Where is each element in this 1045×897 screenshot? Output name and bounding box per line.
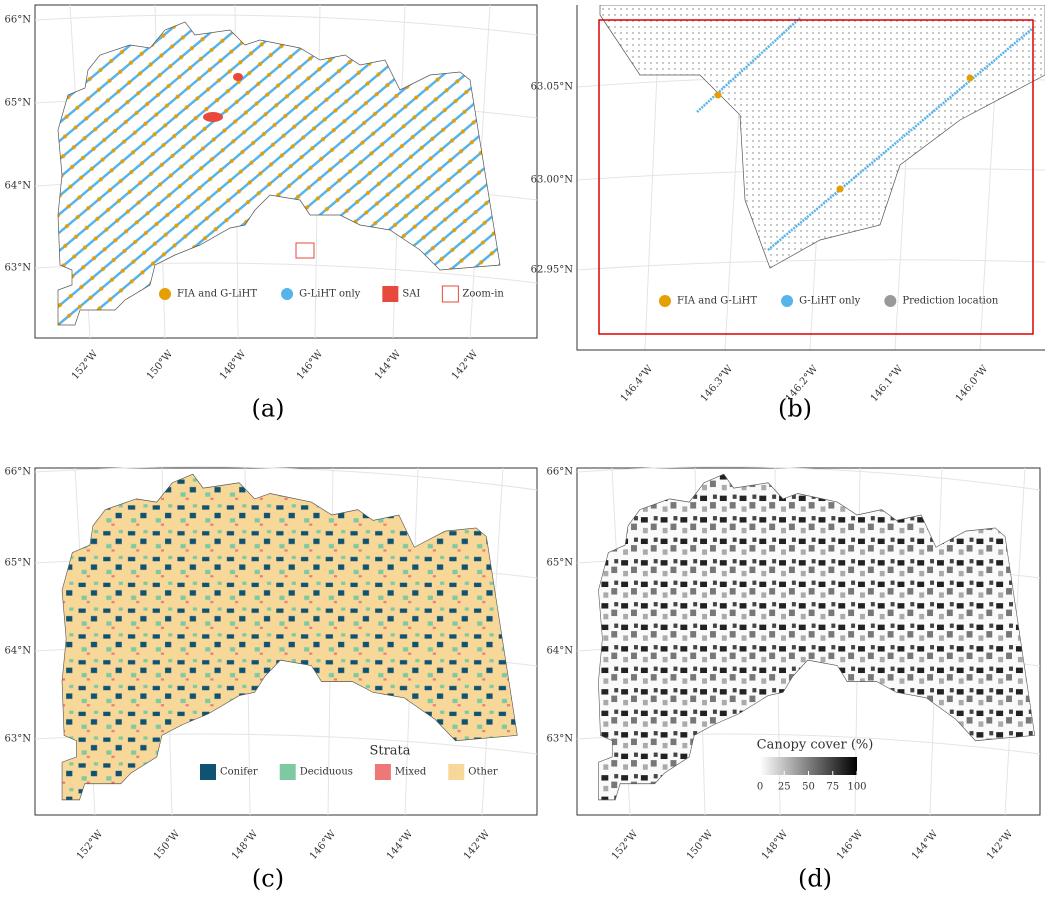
legend-key	[382, 286, 398, 302]
sai-area	[203, 112, 223, 122]
legend-key	[781, 295, 793, 307]
x-tick-label: 146.3°W	[699, 363, 736, 404]
x-tick-label: 152°W	[75, 828, 106, 862]
y-tick-label: 65°N	[5, 558, 32, 569]
legend-label: SAI	[402, 289, 420, 300]
legend-label: G-LiHT only	[799, 296, 861, 307]
caption: (d)	[798, 865, 832, 893]
plot	[967, 75, 974, 82]
y-tick-label: 64°N	[5, 646, 32, 657]
study-region	[62, 474, 517, 800]
x-tick-label: 146.0°W	[954, 363, 991, 404]
x-tick-label: 150°W	[685, 828, 716, 862]
colorbar-tick-label: 0	[757, 782, 763, 793]
colorbar-tick-label: 100	[847, 782, 866, 793]
y-tick-label: 65°N	[547, 558, 574, 569]
plot	[837, 186, 844, 193]
colorbar-tick-label: 25	[778, 782, 791, 793]
y-tick-label: 66°N	[547, 467, 574, 478]
x-tick-label: 142°W	[450, 348, 481, 382]
x-tick-label: 146°W	[835, 828, 866, 862]
y-tick-label: 64°N	[547, 646, 574, 657]
study-region	[58, 22, 500, 325]
study-region	[600, 5, 1045, 268]
legend-key	[375, 764, 391, 780]
y-tick-label: 63°N	[547, 734, 574, 745]
sai-area	[233, 73, 243, 81]
y-tick-label: 65°N	[5, 98, 32, 109]
plot	[715, 92, 722, 99]
colorbar-tick-label: 50	[802, 782, 815, 793]
y-tick-label: 64°N	[5, 181, 32, 192]
y-tick-label: 66°N	[5, 15, 32, 26]
legend-label: Zoom-in	[462, 289, 504, 300]
legend-label: Mixed	[395, 767, 427, 778]
legend-key	[442, 286, 458, 302]
legend-key	[159, 288, 171, 300]
colorbar-title: Canopy cover (%)	[757, 738, 874, 753]
y-tick-label: 63°N	[5, 734, 32, 745]
x-tick-label: 152°W	[610, 828, 641, 862]
x-tick-label: 148°W	[230, 828, 261, 862]
legend-label: FIA and G-LiHT	[177, 289, 257, 300]
zoom-box	[296, 243, 314, 258]
x-tick-label: 148°W	[760, 828, 791, 862]
x-tick-label: 142°W	[985, 828, 1016, 862]
x-tick-label: 146.4°W	[619, 363, 656, 404]
legend-label: G-LiHT only	[299, 289, 361, 300]
legend-label: FIA and G-LiHT	[677, 296, 757, 307]
legend-label: Other	[468, 767, 498, 778]
caption: (c)	[252, 865, 284, 893]
y-tick-label: 62.95°N	[531, 265, 574, 276]
x-tick-label: 144°W	[373, 348, 404, 382]
x-tick-label: 150°W	[145, 348, 176, 382]
figure: (a) 66°N 65°N 64°N 63°N 152°W 150°W 148°W 146°W 1…	[0, 0, 1045, 893]
panel-c	[35, 467, 537, 815]
x-tick-label: 148°W	[218, 348, 249, 382]
x-tick-label: 144°W	[385, 828, 416, 862]
x-tick-label: 146.1°W	[869, 363, 906, 404]
y-tick-label: 66°N	[5, 467, 32, 478]
x-tick-label: 142°W	[462, 828, 493, 862]
legend-title: Strata	[369, 744, 410, 759]
x-tick-label: 146°W	[295, 348, 326, 382]
legend-key	[448, 764, 464, 780]
legend-label: Deciduous	[300, 767, 353, 778]
legend-key	[884, 295, 896, 307]
x-tick-label: 152°W	[70, 348, 101, 382]
caption: (a)	[251, 395, 284, 423]
x-tick-label: 150°W	[152, 828, 183, 862]
legend-key	[281, 288, 293, 300]
legend-key	[280, 764, 296, 780]
y-tick-label: 63.05°N	[531, 82, 574, 93]
legend-label: Prediction location	[902, 296, 999, 307]
y-tick-label: 63°N	[5, 263, 32, 274]
legend-label: Conifer	[220, 767, 258, 778]
y-tick-label: 63.00°N	[531, 175, 574, 186]
x-tick-label: 146°W	[308, 828, 339, 862]
colorbar-tick-label: 75	[826, 782, 839, 793]
legend-key	[659, 295, 671, 307]
x-tick-label: 144°W	[910, 828, 941, 862]
legend-key	[200, 764, 216, 780]
